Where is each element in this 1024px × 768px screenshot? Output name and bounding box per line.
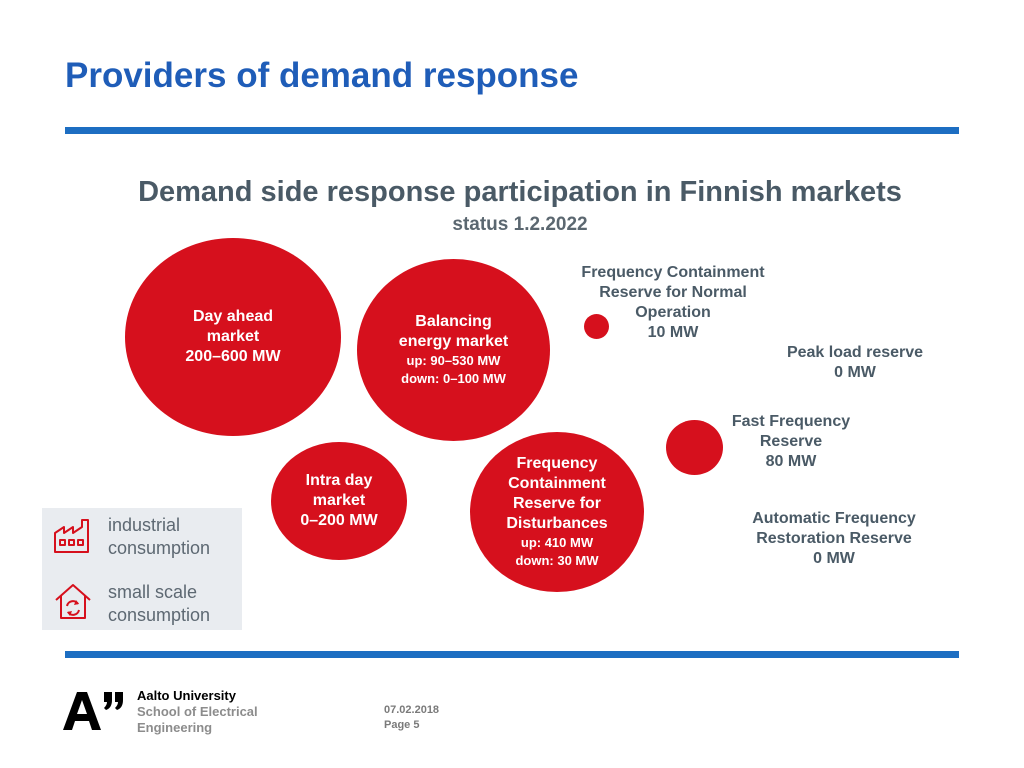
university-block: Aalto University School of Electrical En… [137,688,258,736]
bottom-divider [65,651,959,658]
bubble-fcr-n [584,314,609,339]
bubble-day-ahead-line: 200–600 MW [185,348,281,365]
figure-subtitle: status 1.2.2022 [452,214,588,235]
bubble-fcr-d-line: Containment [508,475,606,492]
aalto-logo [63,690,125,735]
bubble-balancing-detail: up: 90–530 MW [406,353,501,368]
house-icon [52,580,94,627]
footer-date: 07.02.2018 [384,704,440,716]
legend-label-line: small scale [108,581,198,602]
page-title: Providers of demand response [65,56,579,95]
label-ffr-line: Reserve [759,433,823,450]
label-fcr-n-line: Reserve for Normal [599,284,747,301]
bubble-intra-day-line: market [312,492,366,509]
label-peak-load-line: Peak load reserve [786,344,924,361]
school-name: School of Electrical [137,704,258,719]
school-name: Engineering [137,720,213,735]
label-fcr-n-line: 10 MW [647,324,699,341]
bubble-fcr-d-line: Disturbances [506,515,608,532]
top-divider [65,127,959,134]
footer-meta: 07.02.2018 Page 5 [384,703,439,733]
bubble-fcr-d: Frequency Containment Reserve for Distur… [470,432,644,592]
bubble-fcr-d-line: Frequency [516,455,598,472]
legend-label-line: consumption [108,604,211,625]
university-name: Aalto University [137,688,236,703]
bubble-intra-day-line: 0–200 MW [300,512,378,529]
label-fcr-n-line: Frequency Containment [581,264,765,281]
bubble-fcr-d-detail: down: 30 MW [515,553,599,568]
bubble-intra-day-line: Intra day [305,472,373,489]
label-ffr-line: Fast Frequency [731,413,851,430]
bubble-balancing-line: energy market [398,333,509,350]
bubble-fcr-d-detail: up: 410 MW [520,535,594,550]
legend-label-industrial: industrial consumption [108,514,210,560]
bubble-intra-day: Intra day market 0–200 MW [271,442,407,560]
label-peak-load: Peak load reserve 0 MW [770,343,940,383]
label-fcr-n: Frequency Containment Reserve for Normal… [563,263,783,343]
legend-item-industrial: industrial consumption [52,514,210,560]
bubble-day-ahead-line: Day ahead [192,308,274,325]
label-peak-load-line: 0 MW [834,364,876,381]
bubble-balancing-line: Balancing [415,313,492,330]
legend-label-line: industrial [108,515,181,535]
bubble-fcr-d-line: Reserve for [512,495,602,512]
label-ffr-line: 80 MW [765,453,817,470]
bubble-balancing: Balancing energy market up: 90–530 MW do… [357,259,550,441]
legend-item-small-scale: small scale consumption [52,580,210,627]
legend: industrial consumption small sca [42,508,242,630]
factory-icon [52,515,94,560]
bubble-day-ahead-line: market [206,328,260,345]
label-ffr: Fast Frequency Reserve 80 MW [715,412,867,472]
label-afrr-line: Automatic Frequency [752,510,916,527]
bubble-ffr [666,420,723,475]
label-afrr-line: Restoration Reserve [756,530,912,547]
bubble-balancing-detail: down: 0–100 MW [401,371,506,386]
bubble-day-ahead: Day ahead market 200–600 MW [125,238,341,436]
footer-page: Page 5 [384,719,420,731]
label-afrr-line: 0 MW [813,550,855,567]
legend-label-small-scale: small scale consumption [108,581,210,627]
legend-label-line: consumption [108,538,211,558]
figure-title: Demand side response participation in Fi… [138,176,902,208]
label-afrr: Automatic Frequency Restoration Reserve … [734,509,934,569]
label-fcr-n-line: Operation [635,304,711,321]
